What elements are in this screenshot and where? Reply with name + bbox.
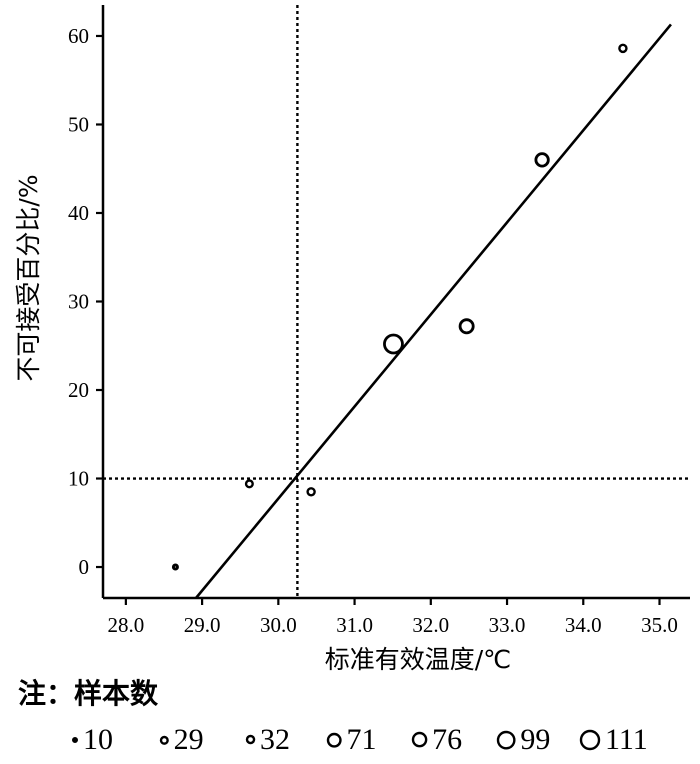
legend-label: 10 [83,723,113,756]
data-points [171,43,628,571]
legend-entry: 99 [495,722,550,758]
data-point [383,333,404,355]
legend-marker [411,732,428,748]
x-tick-label: 33.0 [489,613,526,637]
y-ticks: 0 10 20 30 40 50 60 [68,24,103,579]
data-point [306,487,316,497]
x-tick-label: 34.0 [565,613,602,637]
legend-marker [159,735,169,745]
data-point [458,318,475,335]
reference-lines [103,5,690,598]
legend-marker [579,729,601,751]
axes: 28.0 29.0 30.0 31.0 32.0 33.0 34.0 35.0 0 10 20 30… [68,5,690,637]
y-tick-label: 60 [68,24,89,48]
y-tick-label: 40 [68,201,89,225]
legend: 10 29 32 71 76 99 111 [40,722,700,758]
data-point [244,479,254,489]
legend-label: 71 [346,723,377,756]
y-tick-label: 20 [68,378,89,402]
y-tick-label: 30 [68,290,89,314]
legend-label: 99 [520,723,551,756]
x-ticks: 28.0 29.0 30.0 31.0 32.0 33.0 34.0 35.0 [107,598,678,637]
legend-label: 29 [173,723,204,756]
data-point [171,563,179,571]
y-axis-title: 不可接受百分比/% [14,174,43,381]
legend-entry: 10 [70,722,113,758]
x-axis-title: 标准有效温度/℃ [325,645,512,672]
legend-marker [72,737,78,743]
legend-marker [245,735,256,745]
data-point [618,43,628,54]
x-tick-label: 35.0 [641,613,678,637]
legend-marker [496,730,516,750]
y-tick-label: 0 [79,555,90,579]
regression-line [195,23,672,599]
x-tick-label: 29.0 [184,613,221,637]
legend-entry: 32 [244,722,290,758]
legend-entry: 29 [158,722,204,758]
legend-title: 注：样本数 [18,677,159,710]
x-tick-label: 28.0 [107,613,144,637]
legend-entry: 76 [410,722,462,758]
legend-label: 32 [260,723,291,756]
y-tick-label: 50 [68,112,89,136]
data-point [534,152,550,168]
x-tick-label: 30.0 [260,613,297,637]
x-tick-label: 31.0 [336,613,373,637]
y-tick-label: 10 [68,467,89,491]
legend-marker [326,732,342,748]
legend-label: 111 [605,723,648,756]
legend-entry: 111 [578,722,648,758]
scatter-chart: 28.0 29.0 30.0 31.0 32.0 33.0 34.0 35.0 0 10 20 30… [14,5,690,672]
x-tick-label: 32.0 [412,613,449,637]
legend-entry: 71 [325,722,376,758]
legend-label: 76 [432,723,463,756]
